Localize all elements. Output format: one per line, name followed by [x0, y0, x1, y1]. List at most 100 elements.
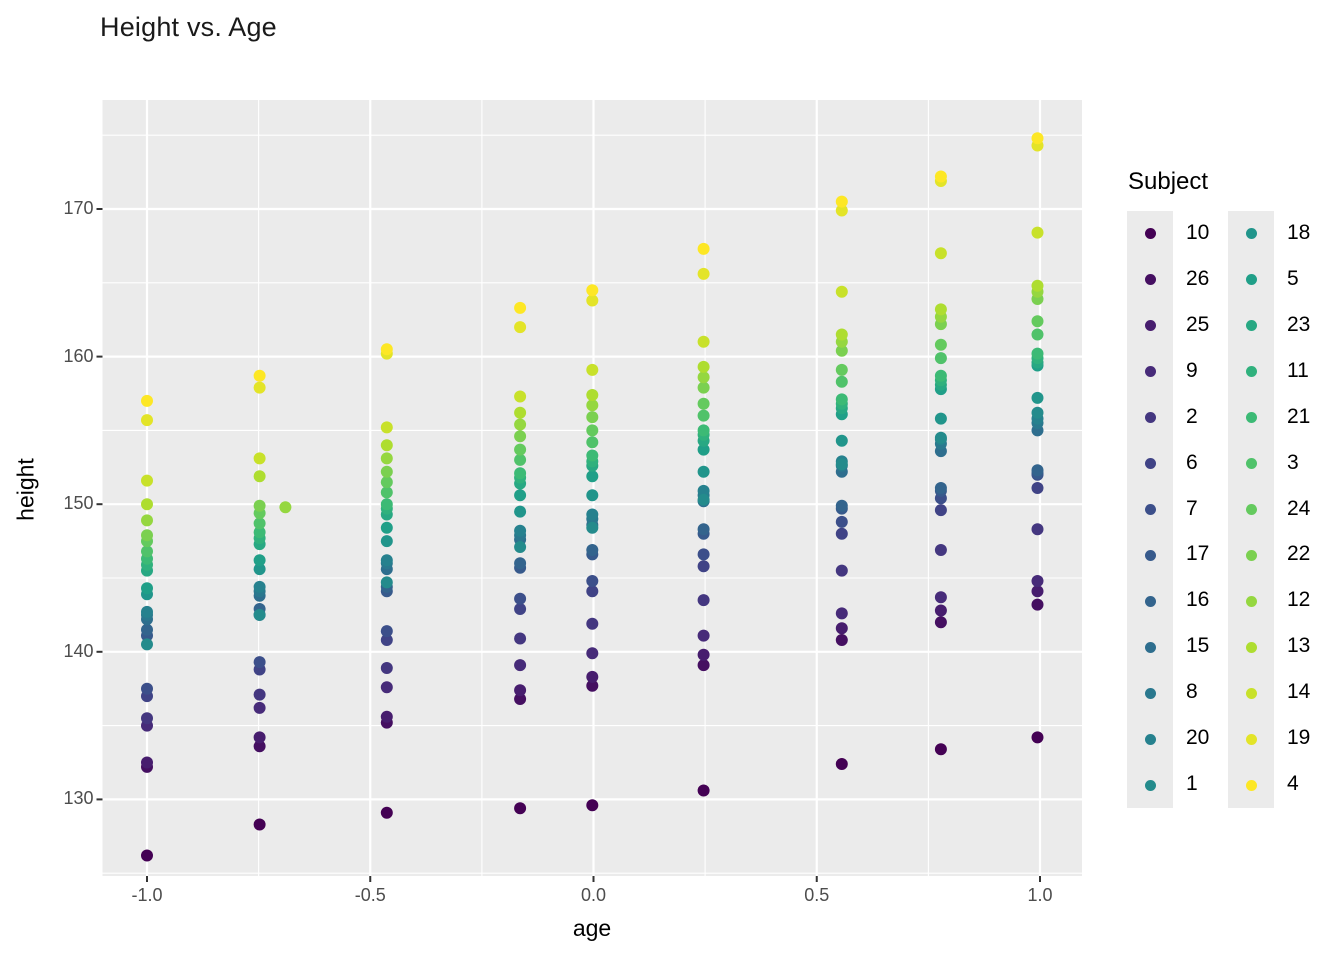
data-point-subject-25 — [835, 622, 848, 635]
data-point-subject-6 — [1031, 482, 1044, 494]
legend-label-subject-4: 4 — [1287, 772, 1299, 796]
data-point-subject-1 — [697, 493, 710, 506]
data-point-subject-10 — [697, 784, 710, 797]
data-point-subject-22 — [253, 499, 266, 512]
legend-label-subject-15: 15 — [1186, 634, 1210, 658]
data-point-subject-13 — [380, 439, 393, 452]
data-point-subject-13 — [934, 303, 947, 316]
legend-dot-subject-25 — [1144, 320, 1156, 332]
data-point-subject-1 — [934, 431, 947, 444]
data-point-subject-7 — [141, 682, 153, 695]
data-point-subject-2 — [141, 712, 153, 725]
legend-label-subject-24: 24 — [1287, 496, 1311, 520]
legend-dot-subject-8 — [1144, 687, 1156, 699]
data-point-subject-25 — [380, 710, 393, 723]
data-point-subject-5 — [586, 470, 599, 483]
data-point-subject-14 — [1031, 226, 1044, 239]
data-point-subject-19 — [141, 414, 153, 427]
legend-title: Subject — [1128, 168, 1209, 195]
legend-label-subject-10: 10 — [1186, 220, 1210, 244]
panel-background — [102, 100, 1082, 876]
legend-dot-subject-12 — [1245, 595, 1257, 607]
data-point-subject-24 — [514, 443, 527, 456]
legend-label-subject-9: 9 — [1186, 358, 1198, 382]
legend-dot-subject-4 — [1245, 779, 1257, 791]
legend-dot-subject-3 — [1245, 458, 1257, 470]
data-point-subject-9 — [586, 647, 599, 660]
data-point-subject-18 — [380, 535, 393, 548]
data-point-subject-5 — [380, 521, 393, 534]
data-point-subject-10 — [141, 849, 153, 862]
data-point-subject-5 — [697, 443, 710, 456]
legend-dot-subject-24 — [1245, 504, 1257, 515]
data-point-subject-5 — [514, 489, 527, 502]
data-point-subject-26 — [697, 659, 710, 672]
data-point-subject-22 — [141, 529, 153, 542]
legend-dot-subject-10 — [1144, 228, 1156, 240]
data-point-subject-12 — [279, 501, 292, 514]
legend-dot-subject-11 — [1245, 366, 1257, 378]
data-point-subject-18 — [586, 489, 599, 502]
data-point-subject-10 — [586, 799, 599, 812]
data-point-subject-18 — [934, 412, 947, 425]
data-point-subject-21 — [586, 449, 599, 462]
legend-dot-subject-15 — [1144, 641, 1156, 653]
data-point-subject-21 — [253, 526, 266, 539]
data-point-subject-1 — [380, 576, 393, 589]
legend-label-subject-2: 2 — [1186, 404, 1198, 428]
legend-label-subject-5: 5 — [1287, 266, 1299, 290]
data-point-subject-16 — [586, 544, 599, 556]
x-tick-label: 1.0 — [1027, 885, 1053, 905]
legend-dot-subject-23 — [1245, 320, 1257, 332]
data-point-subject-16 — [141, 623, 153, 636]
legend-label-subject-23: 23 — [1287, 312, 1311, 336]
data-point-subject-2 — [253, 688, 266, 701]
data-point-subject-10 — [835, 758, 848, 770]
data-point-subject-3 — [380, 486, 393, 499]
data-point-subject-13 — [1031, 279, 1044, 292]
y-axis-title: height — [12, 458, 39, 521]
data-point-subject-25 — [697, 648, 710, 661]
x-axis-title: age — [572, 915, 612, 941]
legend-dot-subject-9 — [1144, 366, 1156, 378]
data-point-subject-20 — [586, 508, 599, 521]
legend-dot-subject-5 — [1245, 274, 1257, 286]
x-tick-label: 0.0 — [580, 885, 607, 905]
data-point-subject-20 — [380, 554, 393, 567]
data-point-subject-9 — [835, 607, 848, 620]
data-point-subject-3 — [141, 545, 153, 558]
data-point-subject-2 — [835, 564, 848, 577]
data-point-subject-26 — [586, 679, 599, 692]
data-point-subject-4 — [141, 394, 153, 407]
data-point-subject-16 — [934, 482, 947, 494]
x-tick-label: 0.5 — [804, 885, 830, 905]
data-point-subject-20 — [253, 580, 266, 593]
data-point-subject-21 — [1031, 347, 1044, 360]
data-point-subject-6 — [934, 504, 947, 517]
legend-label-subject-26: 26 — [1186, 266, 1210, 290]
data-point-subject-16 — [697, 523, 710, 536]
data-point-subject-14 — [586, 363, 599, 376]
data-point-subject-25 — [141, 756, 153, 769]
data-point-subject-13 — [141, 498, 153, 511]
y-tick-label: 160 — [63, 345, 94, 366]
data-point-subject-7 — [586, 575, 599, 587]
data-point-subject-2 — [380, 662, 393, 674]
data-point-subject-4 — [514, 301, 527, 314]
data-point-subject-22 — [380, 465, 393, 478]
data-point-subject-20 — [697, 484, 710, 497]
data-point-subject-7 — [380, 625, 393, 638]
data-point-subject-7 — [253, 656, 266, 669]
data-point-subject-9 — [697, 629, 710, 642]
data-point-subject-3 — [253, 517, 266, 530]
data-point-subject-25 — [514, 684, 527, 697]
data-point-subject-6 — [835, 527, 848, 540]
data-point-subject-1 — [835, 458, 848, 471]
data-point-subject-18 — [253, 563, 266, 576]
data-point-subject-7 — [835, 515, 848, 528]
data-point-subject-13 — [253, 470, 266, 483]
data-point-subject-1 — [141, 638, 153, 651]
data-point-subject-6 — [514, 603, 527, 615]
data-point-subject-25 — [253, 731, 266, 744]
data-point-subject-21 — [380, 498, 393, 511]
